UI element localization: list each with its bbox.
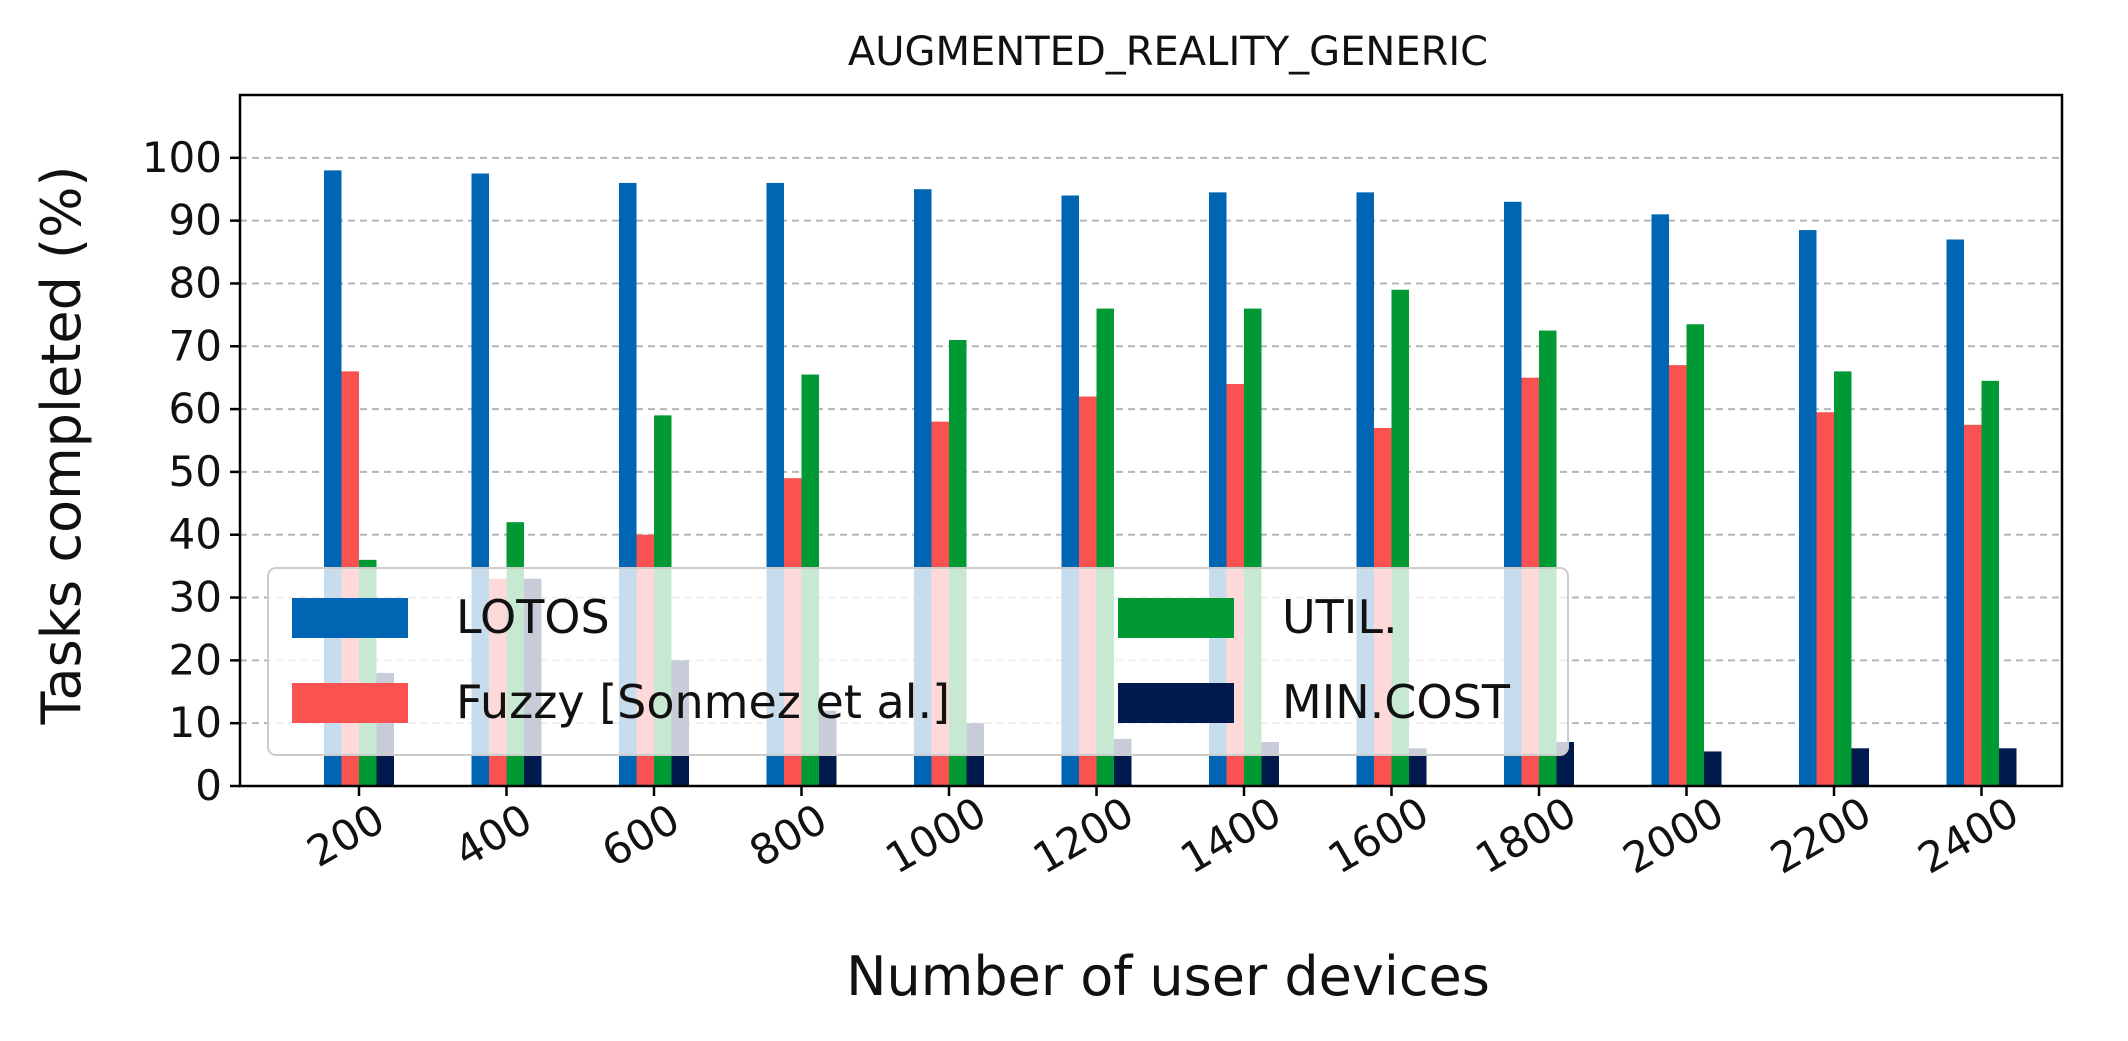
bar-fuzzy-sonmez-et-al--2200 bbox=[1816, 412, 1834, 786]
legend: LOTOS UTIL. Fuzzy [Sonmez et al.] MIN.COST bbox=[267, 567, 1569, 756]
y-tick-label: 100 bbox=[142, 133, 222, 182]
bar-lotos-2400 bbox=[1946, 239, 1964, 786]
x-tick-label: 2000 bbox=[1615, 788, 1732, 884]
legend-swatch bbox=[1118, 683, 1234, 723]
x-tick-label: 1000 bbox=[877, 788, 994, 884]
x-tick-label: 200 bbox=[299, 794, 393, 877]
bar-util--2400 bbox=[1981, 380, 1999, 786]
y-axis-label: Tasks completed (%) bbox=[30, 166, 93, 726]
legend-swatch bbox=[292, 683, 408, 723]
plot-frame bbox=[238, 93, 2064, 788]
legend-label: UTIL. bbox=[1282, 590, 1398, 644]
y-ticks: 0 10 20 30 40 50 60 70 80 90 100 bbox=[142, 133, 240, 810]
x-tick-label: 1400 bbox=[1172, 788, 1289, 884]
bar-min-cost-2000 bbox=[1704, 751, 1722, 786]
bar-lotos-2200 bbox=[1799, 230, 1817, 787]
y-tick-label: 90 bbox=[169, 196, 222, 245]
y-tick-label: 80 bbox=[169, 258, 222, 307]
bar-min-cost-2200 bbox=[1851, 748, 1869, 786]
legend-box bbox=[267, 567, 1569, 756]
x-tick-label: 1200 bbox=[1025, 788, 1142, 884]
bar-lotos-2000 bbox=[1651, 214, 1669, 786]
x-tick-label: 800 bbox=[741, 794, 835, 877]
x-tick-label: 600 bbox=[594, 794, 688, 877]
y-tick-label: 60 bbox=[169, 384, 222, 433]
bar-min-cost-2400 bbox=[1999, 748, 2017, 786]
y-tick-label: 20 bbox=[169, 635, 222, 684]
bar-fuzzy-sonmez-et-al--2400 bbox=[1964, 424, 1982, 786]
legend-label: LOTOS bbox=[456, 590, 610, 644]
legend-label: MIN.COST bbox=[1282, 675, 1511, 729]
x-axis-label: Number of user devices bbox=[846, 945, 1490, 1008]
x-ticks: 200 400 600 800 1000 1200 1400 1600 1800 2000 2200… bbox=[299, 786, 2027, 883]
x-tick-label: 400 bbox=[446, 794, 540, 877]
x-tick-label: 2200 bbox=[1762, 788, 1879, 884]
y-tick-label: 70 bbox=[169, 321, 222, 370]
y-tick-label: 10 bbox=[169, 698, 222, 747]
x-tick-label: 1800 bbox=[1467, 788, 1584, 884]
grid-lines bbox=[240, 156, 2062, 725]
legend-swatch bbox=[1118, 598, 1234, 638]
legend-label: Fuzzy [Sonmez et al.] bbox=[456, 675, 950, 729]
y-tick-label: 50 bbox=[169, 447, 222, 496]
bar-util--2200 bbox=[1834, 371, 1852, 786]
bar-util--2000 bbox=[1686, 324, 1704, 786]
y-tick-label: 0 bbox=[195, 761, 222, 810]
bar-fuzzy-sonmez-et-al--2000 bbox=[1669, 365, 1687, 786]
y-tick-label: 40 bbox=[169, 510, 222, 559]
bar-min-cost-1600 bbox=[1409, 748, 1427, 786]
x-tick-label: 1600 bbox=[1320, 788, 1437, 884]
y-tick-label: 30 bbox=[169, 573, 222, 622]
chart-title: AUGMENTED_REALITY_GENERIC bbox=[848, 29, 1488, 75]
legend-swatch bbox=[292, 598, 408, 638]
x-tick-label: 2400 bbox=[1910, 788, 2027, 884]
